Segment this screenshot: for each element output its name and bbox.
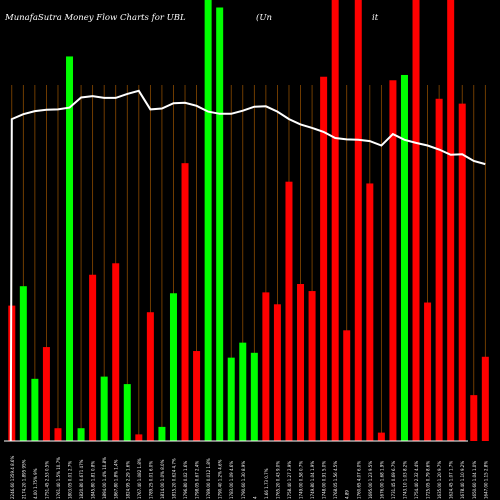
bar-35: [412, 0, 420, 441]
x-tick-label: 1635.00 1.20 9.7%: [437, 461, 442, 499]
x-tick-label: 1789.25 0.01 6.0%: [148, 461, 153, 499]
bar-23: [273, 304, 281, 441]
bar-32: [377, 432, 385, 441]
bar-22: [262, 292, 270, 441]
bar-17: [204, 0, 212, 441]
bar-15: [181, 163, 189, 442]
bar-11: [135, 434, 143, 441]
x-tick-label: 1815.20 0.624 4.7%: [171, 458, 176, 499]
bar-10: [123, 384, 131, 441]
x-tick-label: 1743.10 1.03 8.2%: [402, 461, 407, 499]
bar-8: [100, 376, 108, 441]
x-tick-label: 1676.00 1.68 1.9%: [379, 461, 384, 499]
bar-40: [470, 395, 478, 441]
money-flow-line: [9, 89, 486, 442]
x-tick-label: 1761.40 1.5% 10.7%: [56, 457, 61, 499]
bar-31: [366, 183, 374, 441]
chart-subtitle-suffix: it: [372, 13, 379, 23]
x-tick-labels: 2246.60 1359.4 8.6% 2174.20 1.895 95% 4.00…: [10, 456, 489, 499]
bar-30: [354, 0, 362, 441]
x-tick-label: 1789.00 0.012 1.8%: [206, 458, 211, 499]
x-tick-label: 1.66 1.73 0.7%: [264, 468, 269, 499]
x-tick-label: 1695.00 1.23 9.5%: [368, 461, 373, 499]
bar-37: [435, 98, 443, 441]
x-tick-label: 2246.60 1359.4 8.6%: [10, 456, 15, 499]
x-tick-label: 2174.20 1.895 95%: [21, 459, 26, 499]
x-tick-label: 1758.40 1.27 2.9%: [287, 461, 292, 499]
bar-28: [331, 0, 339, 441]
x-tick-label: 1624.45 1.07 1.7%: [449, 461, 454, 499]
x-tick-label: 4: [252, 496, 257, 499]
bar-6: [77, 428, 85, 441]
bar-19: [227, 357, 235, 441]
x-tick-label: 1803.05 0.01 2.7%: [68, 461, 73, 499]
bar-39: [458, 103, 466, 441]
x-tick-label: 1754.40 2.32 4.4%: [414, 461, 419, 499]
x-tick-label: 4.00 1.75% 9%: [33, 468, 38, 499]
x-tick-label: 1749.00 0.58 0.7%: [299, 461, 304, 499]
bars-group: [8, 0, 489, 442]
x-tick-label: 1824.95 2.29 1.6%: [125, 461, 130, 499]
bar-25: [297, 284, 305, 441]
bar-36: [424, 302, 432, 441]
x-tick-label: 1760.65 4.07 6.0%: [356, 461, 361, 499]
bar-16: [193, 351, 201, 441]
x-tick-label: 1820.80 0.671 47%: [79, 459, 84, 499]
x-tick-label: 4.89: [345, 490, 350, 499]
bar-24: [285, 181, 293, 441]
bar-18: [216, 7, 224, 441]
bar-5: [66, 56, 74, 441]
x-tick-label: 1783.00 1.09 4.6%: [229, 461, 234, 499]
x-tick-label: 1650.60 1.04 1.0%: [472, 461, 477, 499]
x-tick-label: 1765.20 0.43 9.0%: [275, 461, 280, 499]
bar-9: [112, 263, 120, 441]
x-tick-label: 1748.00 0.91 5.0%: [322, 461, 327, 499]
bar-27: [320, 76, 328, 441]
bar-12: [146, 312, 154, 441]
chart-subtitle: (Un: [256, 12, 272, 23]
bar-21: [250, 352, 258, 441]
x-tick-label: 1731.45 0.69 6.7%: [391, 461, 396, 499]
bar-20: [239, 342, 247, 441]
x-tick-label: 1790.60 1.30 8.9%: [241, 461, 246, 499]
x-tick-label: 1814.00 1.0% 8.0%: [160, 459, 165, 499]
bar-4: [54, 428, 62, 441]
bar-41: [481, 356, 489, 441]
bar-34: [400, 74, 408, 441]
x-tick-label: 1790.40 1.2% 4.6%: [218, 459, 223, 499]
x-tick-label: 1867.80 1.8% 1.4%: [114, 459, 119, 499]
x-tick-label: 1725.05 0.79 8.6%: [426, 461, 431, 499]
x-tick-label: 1845.80 1.81 0.8%: [91, 461, 96, 499]
bar-29: [343, 330, 351, 441]
bar-14: [169, 293, 177, 441]
x-tick-label: 1767.40 1.082 1.8%: [137, 458, 142, 499]
bar-38: [447, 0, 455, 441]
bar-13: [158, 426, 166, 441]
bar-3: [42, 347, 50, 441]
x-tick-label: 1796.80 0.02 1.6%: [183, 461, 188, 499]
x-tick-label: 1751.45 2.53 0.5%: [44, 461, 49, 499]
x-tick-label: 1768.05 1.56 4.5%: [333, 461, 338, 499]
chart-title: MunafaSutra Money Flow Charts for UBL: [4, 13, 186, 23]
bar-1: [19, 286, 27, 441]
x-tick-label: 1647.00 1.15 2.8%: [483, 461, 488, 499]
x-tick-label: 1894.00 1.4% 10.8%: [102, 457, 107, 499]
bar-2: [31, 378, 39, 441]
x-tick-label: 1798.05 0.67 2.4%: [195, 461, 200, 499]
bar-33: [389, 80, 397, 442]
x-tick-label: 1678.40 1.10 9.2%: [460, 461, 465, 499]
x-tick-label: 1749.80 1.04 1.9%: [310, 461, 315, 499]
bar-26: [308, 291, 316, 441]
bar-7: [89, 274, 97, 441]
